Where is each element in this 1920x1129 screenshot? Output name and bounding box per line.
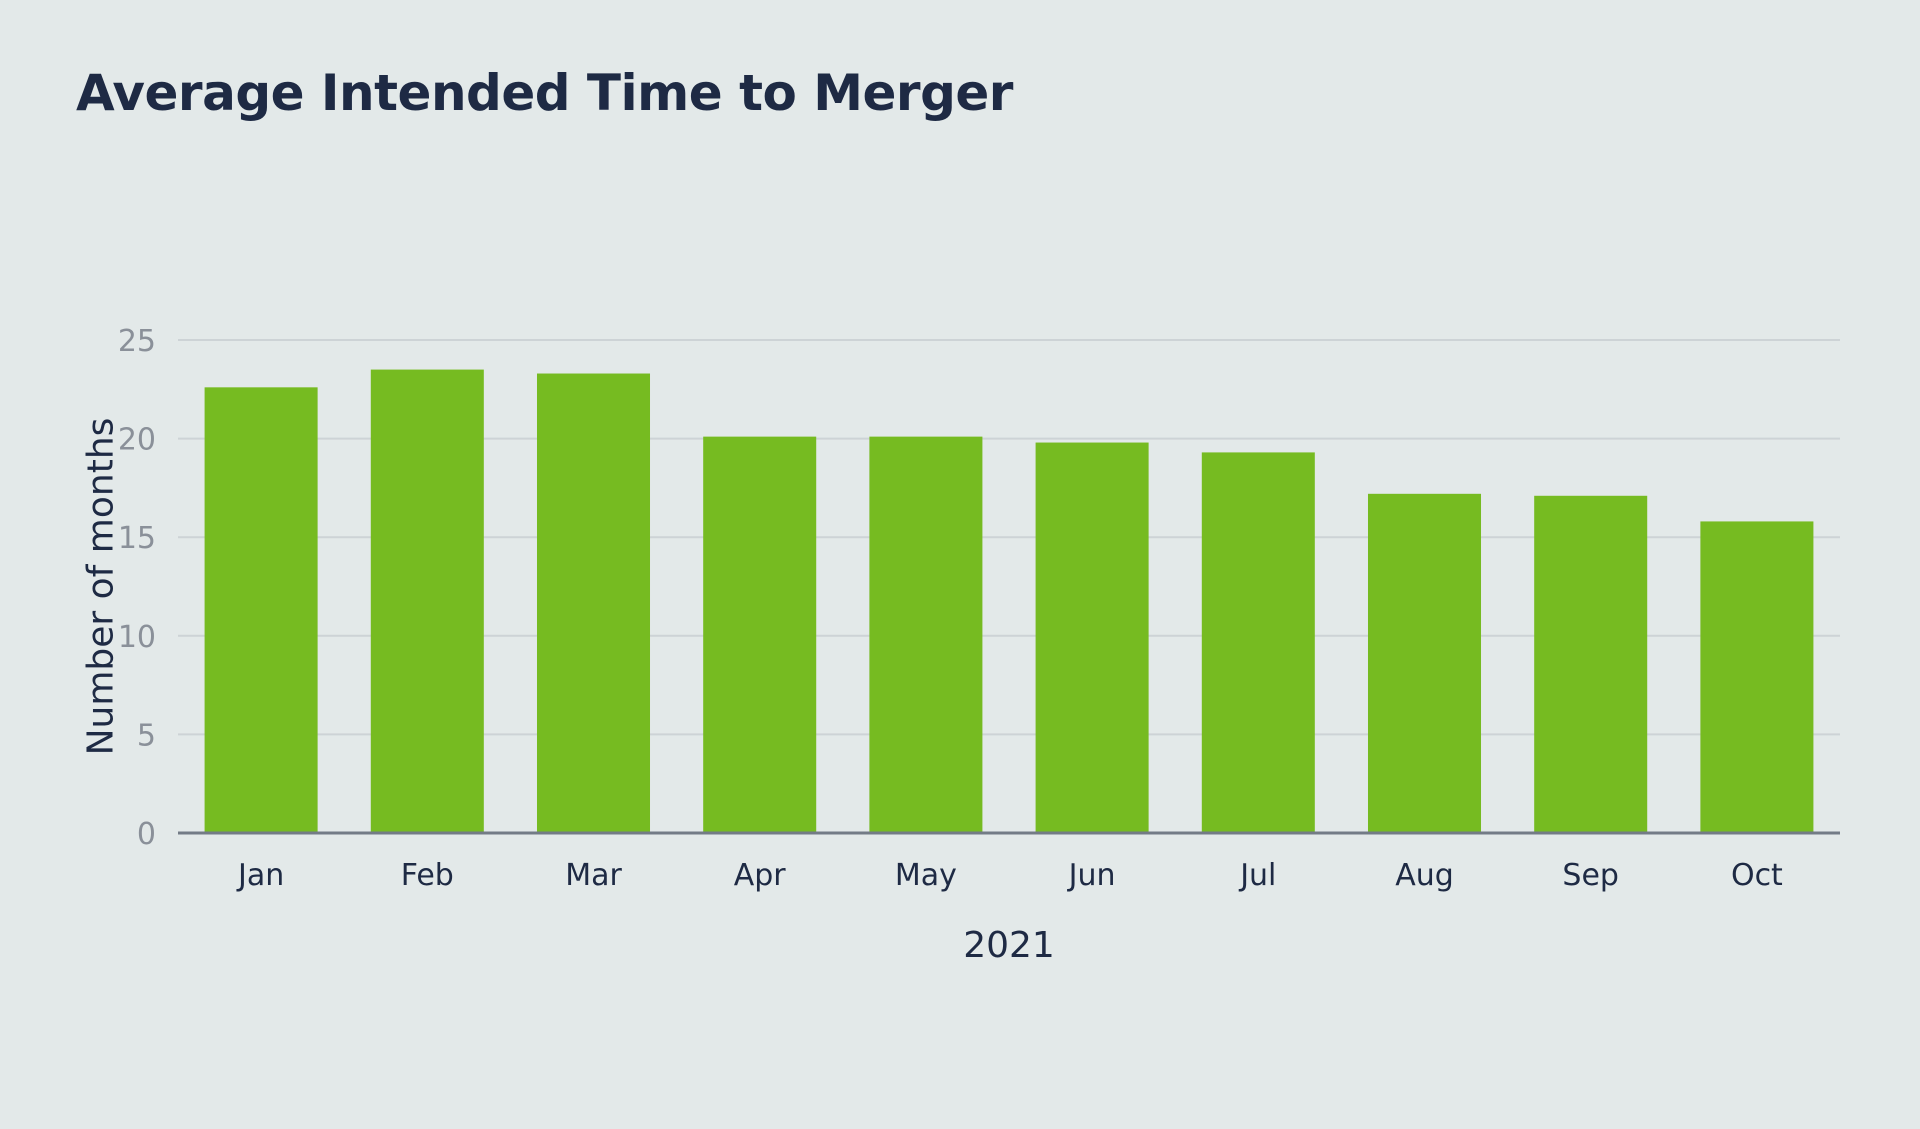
bar-mar (536, 373, 651, 833)
x-tick-label: Jun (1067, 858, 1116, 893)
bars (204, 369, 1814, 833)
bar-oct (1700, 521, 1814, 833)
x-tick-label: Oct (1731, 858, 1783, 893)
bar-jul (1201, 452, 1315, 833)
x-tick-label: Aug (1395, 858, 1454, 893)
x-tick-label: Mar (565, 858, 622, 893)
bar-jun (1035, 442, 1149, 833)
x-tick-label: Apr (734, 858, 787, 893)
x-tick-label: May (895, 858, 957, 893)
x-tick-label: Feb (401, 858, 454, 893)
bar-apr (703, 436, 817, 833)
chart-title: Average Intended Time to Merger (76, 64, 1013, 122)
y-tick-label: 25 (118, 324, 156, 359)
y-axis-ticks: 0 5 10 15 20 25 (118, 324, 156, 852)
x-tick-label: Sep (1562, 858, 1619, 893)
y-tick-label: 10 (118, 620, 156, 655)
x-tick-label: Jan (236, 858, 284, 893)
y-tick-label: 20 (118, 423, 156, 458)
bar-may (869, 436, 983, 833)
x-axis-ticks: Jan Feb Mar Apr May Jun Jul Aug Sep Oct (236, 858, 1783, 893)
bar-jan (204, 387, 318, 833)
y-tick-label: 5 (137, 718, 156, 753)
y-axis-title: Number of months (81, 418, 122, 756)
x-axis-title: 2021 (963, 925, 1055, 966)
y-tick-label: 15 (118, 521, 156, 556)
bar-feb (370, 369, 484, 833)
y-tick-label: 0 (137, 817, 156, 852)
bar-sep (1534, 495, 1648, 833)
bar-aug (1367, 493, 1482, 833)
x-tick-label: Jul (1238, 858, 1276, 893)
